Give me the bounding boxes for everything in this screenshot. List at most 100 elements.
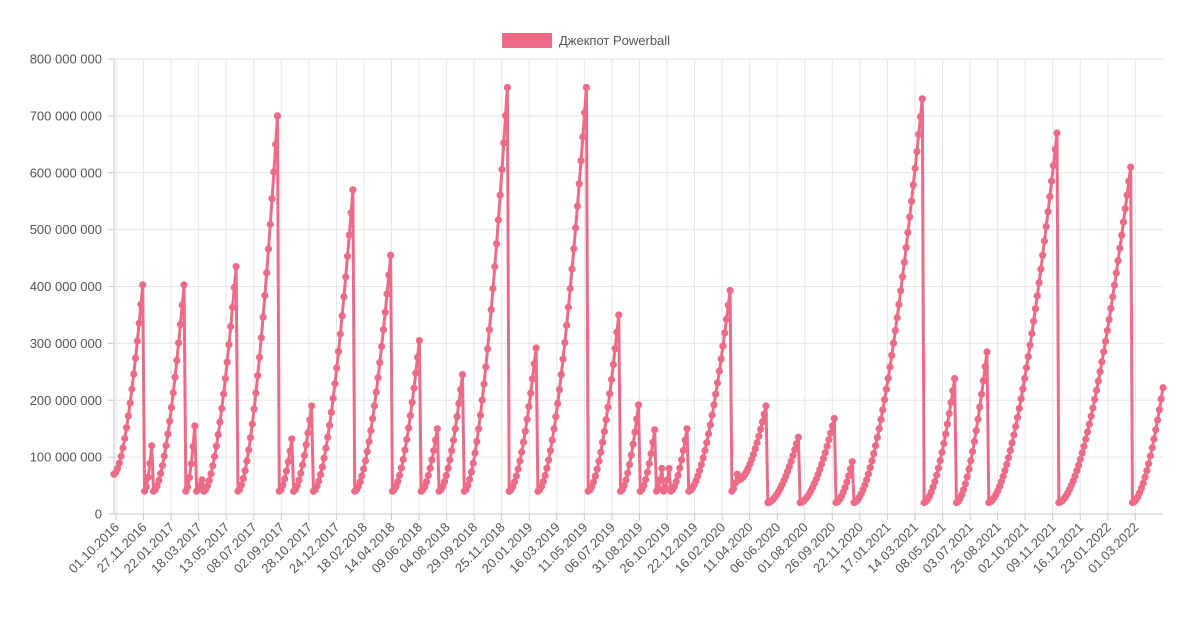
data-point[interactable] <box>825 436 833 444</box>
data-point[interactable] <box>1053 129 1061 137</box>
data-point[interactable] <box>582 83 591 92</box>
data-point[interactable] <box>1024 353 1032 361</box>
data-point[interactable] <box>607 375 616 384</box>
data-point[interactable] <box>428 456 436 464</box>
data-point[interactable] <box>624 469 632 477</box>
data-point[interactable] <box>281 475 289 483</box>
data-point[interactable] <box>942 430 950 438</box>
data-point[interactable] <box>631 428 639 436</box>
data-point[interactable] <box>678 456 686 464</box>
data-point[interactable] <box>1022 364 1031 372</box>
data-point[interactable] <box>408 398 416 406</box>
data-point[interactable] <box>873 433 882 442</box>
data-point[interactable] <box>566 284 574 293</box>
data-point[interactable] <box>889 339 898 347</box>
data-point[interactable] <box>1109 293 1117 301</box>
data-point[interactable] <box>1051 145 1059 153</box>
data-point[interactable] <box>272 140 280 149</box>
data-point[interactable] <box>683 425 691 433</box>
data-point[interactable] <box>1105 316 1113 324</box>
data-point[interactable] <box>1098 358 1106 366</box>
data-point[interactable] <box>541 471 549 480</box>
data-point[interactable] <box>178 301 186 309</box>
data-point[interactable] <box>487 306 495 314</box>
data-point[interactable] <box>872 442 880 450</box>
data-point[interactable] <box>471 449 479 457</box>
data-point[interactable] <box>570 245 578 253</box>
data-point[interactable] <box>676 464 684 472</box>
data-point[interactable] <box>406 412 414 420</box>
data-point[interactable] <box>828 422 837 430</box>
data-point[interactable] <box>1094 377 1102 385</box>
data-point[interactable] <box>1125 177 1133 185</box>
data-point[interactable] <box>259 313 267 321</box>
data-point[interactable] <box>363 448 371 456</box>
data-point[interactable] <box>651 426 659 434</box>
data-point[interactable] <box>967 457 975 465</box>
data-point[interactable] <box>1019 385 1027 393</box>
data-point[interactable] <box>1074 461 1083 469</box>
data-point[interactable] <box>554 399 562 408</box>
data-point[interactable] <box>133 337 141 345</box>
data-point[interactable] <box>841 483 849 492</box>
data-point[interactable] <box>1123 191 1131 199</box>
data-point[interactable] <box>255 353 264 361</box>
data-point[interactable] <box>300 451 308 460</box>
data-point[interactable] <box>252 389 260 397</box>
data-point[interactable] <box>974 415 982 423</box>
data-point[interactable] <box>340 293 348 301</box>
data-point[interactable] <box>158 461 167 470</box>
data-point[interactable] <box>501 112 510 120</box>
data-point[interactable] <box>365 437 373 446</box>
data-point[interactable] <box>1121 205 1129 213</box>
data-point[interactable] <box>694 472 702 480</box>
data-point[interactable] <box>970 437 979 446</box>
data-point[interactable] <box>318 463 326 471</box>
data-point[interactable] <box>821 448 829 457</box>
data-point[interactable] <box>376 358 384 367</box>
data-point[interactable] <box>476 411 485 419</box>
data-point[interactable] <box>969 447 977 456</box>
data-point[interactable] <box>184 483 192 491</box>
data-point[interactable] <box>467 468 476 476</box>
data-point[interactable] <box>1033 292 1041 300</box>
data-point[interactable] <box>1110 281 1119 289</box>
data-point[interactable] <box>496 191 504 199</box>
data-point[interactable] <box>1013 414 1022 422</box>
data-point[interactable] <box>166 417 174 425</box>
data-point[interactable] <box>241 466 249 475</box>
data-point[interactable] <box>475 425 483 433</box>
data-point[interactable] <box>210 452 219 461</box>
data-point[interactable] <box>679 446 688 455</box>
data-point[interactable] <box>530 360 538 368</box>
data-point[interactable] <box>494 216 502 224</box>
data-point[interactable] <box>940 439 948 448</box>
data-point[interactable] <box>589 478 598 486</box>
data-point[interactable] <box>144 473 152 481</box>
data-point[interactable] <box>1159 384 1167 392</box>
data-point[interactable] <box>792 440 801 448</box>
data-point[interactable] <box>604 403 612 411</box>
data-point[interactable] <box>595 457 603 465</box>
data-point[interactable] <box>121 434 129 443</box>
data-point[interactable] <box>503 83 511 92</box>
data-point[interactable] <box>757 425 765 433</box>
data-point[interactable] <box>581 108 589 117</box>
data-point[interactable] <box>1096 368 1104 376</box>
data-point[interactable] <box>207 470 215 478</box>
data-point[interactable] <box>642 476 650 484</box>
data-point[interactable] <box>1073 467 1081 475</box>
data-point[interactable] <box>478 396 486 404</box>
data-point[interactable] <box>1048 177 1056 185</box>
data-point[interactable] <box>532 344 540 352</box>
data-point[interactable] <box>1010 431 1018 439</box>
data-point[interactable] <box>401 446 409 454</box>
data-point[interactable] <box>245 446 253 454</box>
data-point[interactable] <box>640 481 648 490</box>
data-point[interactable] <box>139 281 147 289</box>
data-point[interactable] <box>818 460 826 468</box>
data-point[interactable] <box>369 415 377 423</box>
data-point[interactable] <box>724 301 732 309</box>
data-point[interactable] <box>440 478 449 486</box>
data-point[interactable] <box>751 445 759 453</box>
